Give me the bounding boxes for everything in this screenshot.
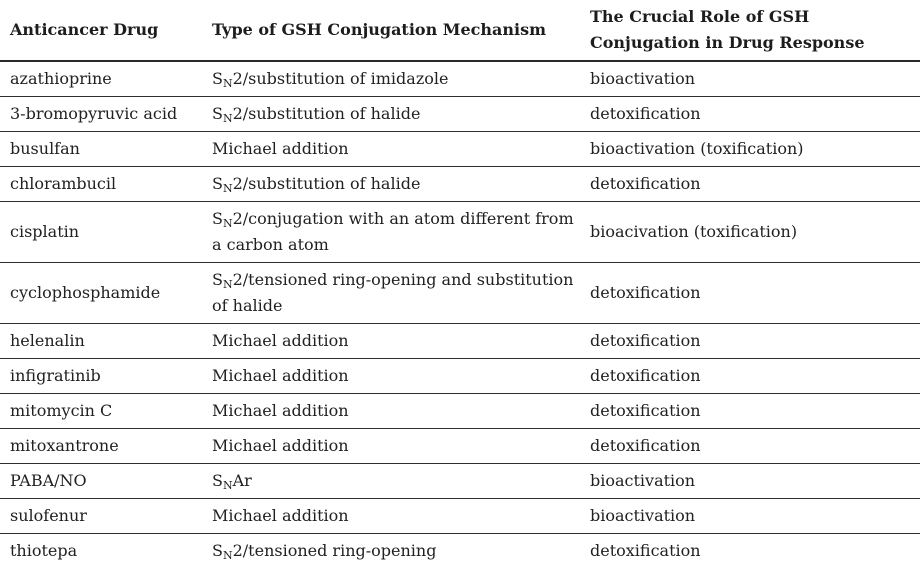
mechanism-prefix: S — [212, 270, 223, 289]
mechanism-cell: SN2/substitution of halide — [202, 96, 580, 132]
role-cell: detoxification — [580, 393, 920, 429]
mechanism-cell: SN2/conjugation with an atom different f… — [202, 201, 580, 263]
drug-cell: 3-bromopyruvic acid — [0, 96, 202, 132]
table-row: sulofenur Michael addition bioactivation — [0, 498, 920, 534]
mechanism-text: 2/substitution of imidazole — [232, 69, 449, 88]
table-row: PABA/NO SNAr bioactivation — [0, 463, 920, 499]
role-cell: detoxification — [580, 358, 920, 394]
mechanism-prefix: S — [212, 541, 223, 560]
role-cell: bioactivation — [580, 498, 920, 534]
mechanism-cell: SN2/tensioned ring-opening and substitut… — [202, 262, 580, 324]
mechanism-cell: Michael addition — [202, 428, 580, 464]
mechanism-prefix: S — [212, 174, 223, 193]
mechanism-prefix: S — [212, 209, 223, 228]
mechanism-subscript: N — [222, 549, 233, 562]
drug-cell: azathioprine — [0, 61, 202, 97]
mechanism-cell: SN2/substitution of halide — [202, 166, 580, 202]
mechanism-text: Michael addition — [212, 139, 349, 158]
mechanism-text: 2/tensioned ring-opening — [232, 541, 437, 560]
mechanism-cell: SN2/tensioned ring-opening — [202, 533, 580, 565]
mechanism-subscript: N — [222, 479, 233, 492]
drug-cell: chlorambucil — [0, 166, 202, 202]
mechanism-subscript: N — [222, 217, 233, 230]
table-row: 3-bromopyruvic acid SN2/substitution of … — [0, 96, 920, 132]
mechanism-cell: SNAr — [202, 463, 580, 499]
drug-cell: mitoxantrone — [0, 428, 202, 464]
mechanism-text: Michael addition — [212, 366, 349, 385]
mechanism-subscript: N — [222, 182, 233, 195]
mechanism-cell: Michael addition — [202, 323, 580, 359]
drug-cell: cyclophosphamide — [0, 262, 202, 324]
mechanism-subscript: N — [222, 77, 233, 90]
role-cell: detoxification — [580, 323, 920, 359]
table-row: helenalin Michael addition detoxificatio… — [0, 323, 920, 359]
mechanism-subscript: N — [222, 112, 233, 125]
mechanism-text: 2/conjugation with an atom different fro… — [212, 209, 574, 254]
table-row: cyclophosphamide SN2/tensioned ring-open… — [0, 262, 920, 324]
table-row: mitomycin C Michael addition detoxificat… — [0, 393, 920, 429]
mechanism-text: Michael addition — [212, 506, 349, 525]
mechanism-subscript: N — [222, 278, 233, 291]
mechanism-cell: Michael addition — [202, 131, 580, 167]
drug-cell: helenalin — [0, 323, 202, 359]
role-cell: bioactivation — [580, 61, 920, 97]
mechanism-cell: SN2/substitution of imidazole — [202, 61, 580, 97]
drug-cell: infigratinib — [0, 358, 202, 394]
table-header: Anticancer Drug Type of GSH Conjugation … — [0, 0, 920, 62]
mechanism-text: Michael addition — [212, 436, 349, 455]
drug-cell: sulofenur — [0, 498, 202, 534]
drug-cell: PABA/NO — [0, 463, 202, 499]
role-cell: detoxification — [580, 166, 920, 202]
mechanism-prefix: S — [212, 104, 223, 123]
header-row: Anticancer Drug Type of GSH Conjugation … — [0, 0, 920, 62]
table-row: thiotepa SN2/tensioned ring-opening deto… — [0, 533, 920, 565]
column-header-mechanism: Type of GSH Conjugation Mechanism — [202, 0, 580, 62]
mechanism-text: Michael addition — [212, 331, 349, 350]
mechanism-cell: Michael addition — [202, 358, 580, 394]
drug-cell: cisplatin — [0, 201, 202, 263]
mechanism-text: Ar — [232, 471, 252, 490]
mechanism-text: 2/substitution of halide — [232, 104, 421, 123]
mechanism-prefix: S — [212, 471, 223, 490]
column-header-role: The Crucial Role of GSH Conjugation in D… — [580, 0, 920, 62]
drug-cell: busulfan — [0, 131, 202, 167]
mechanism-text: 2/tensioned ring-opening and substitutio… — [212, 270, 574, 315]
role-cell: detoxification — [580, 428, 920, 464]
table-row: busulfan Michael addition bioactivation … — [0, 131, 920, 167]
mechanism-prefix: S — [212, 69, 223, 88]
drug-cell: mitomycin C — [0, 393, 202, 429]
table-row: cisplatin SN2/conjugation with an atom d… — [0, 201, 920, 263]
table-row: azathioprine SN2/substitution of imidazo… — [0, 61, 920, 97]
drug-cell: thiotepa — [0, 533, 202, 565]
mechanism-cell: Michael addition — [202, 498, 580, 534]
column-header-anticancer-drug: Anticancer Drug — [0, 0, 202, 62]
role-cell: bioactivation — [580, 463, 920, 499]
mechanism-text: Michael addition — [212, 401, 349, 420]
table-row: chlorambucil SN2/substitution of halide … — [0, 166, 920, 202]
role-cell: bioactivation (toxification) — [580, 131, 920, 167]
table-row: mitoxantrone Michael addition detoxifica… — [0, 428, 920, 464]
role-cell: bioacivation (toxification) — [580, 201, 920, 263]
role-cell: detoxification — [580, 262, 920, 324]
table-body: azathioprine SN2/substitution of imidazo… — [0, 61, 920, 565]
role-cell: detoxification — [580, 533, 920, 565]
mechanism-text: 2/substitution of halide — [232, 174, 421, 193]
mechanism-cell: Michael addition — [202, 393, 580, 429]
table-row: infigratinib Michael addition detoxifica… — [0, 358, 920, 394]
role-cell: detoxification — [580, 96, 920, 132]
